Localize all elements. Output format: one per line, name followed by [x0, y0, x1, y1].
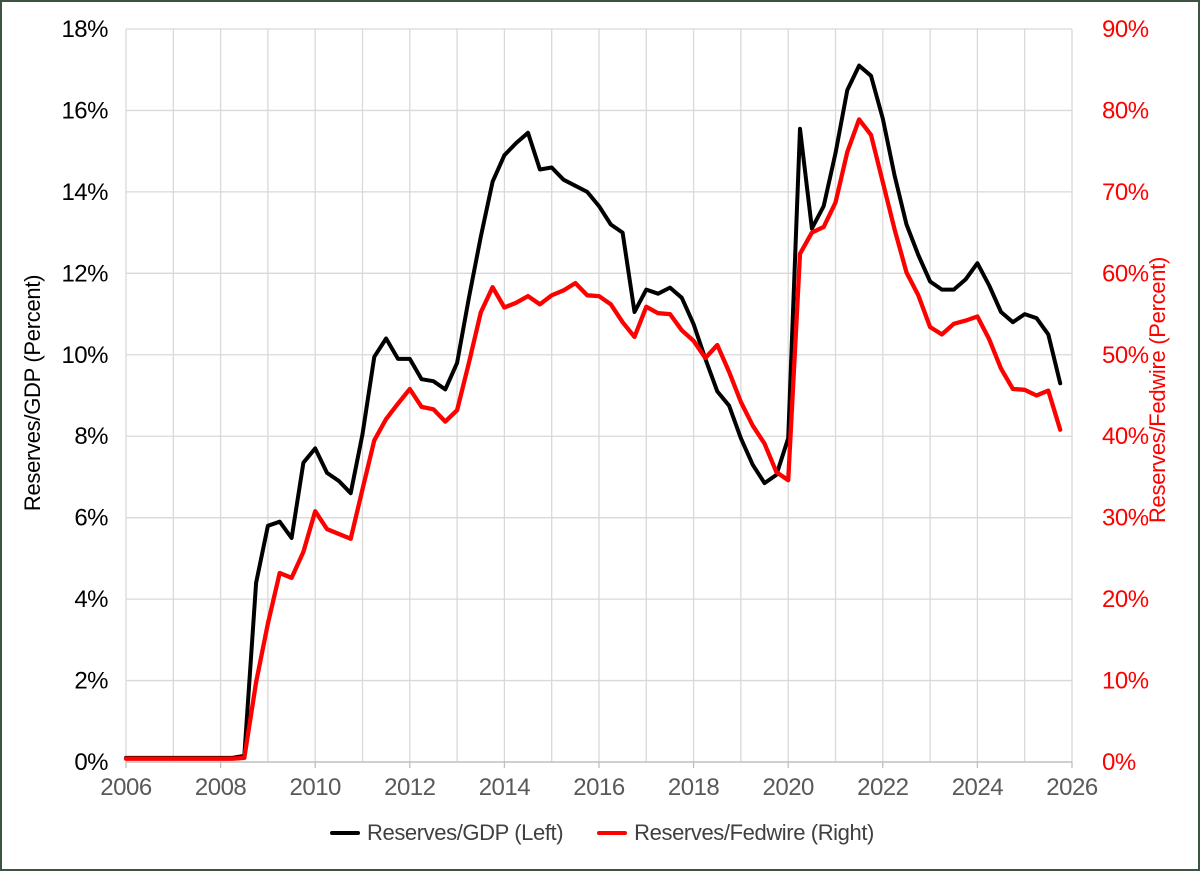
legend-label-reserves-fedwire: Reserves/Fedwire (Right) [634, 820, 874, 845]
y-left-tick-label-2%: 2% [74, 668, 108, 695]
legend-swatch-reserves-gdp [330, 831, 360, 835]
y-left-tick-label-6%: 6% [74, 505, 108, 532]
series-line-reserves-fedwire [123, 117, 1063, 761]
y-right-tick-label-60%: 60% [1102, 260, 1149, 287]
y-left-tick-label-0%: 0% [74, 749, 108, 776]
x-tick-label-2016: 2016 [573, 774, 625, 801]
legend-item-reserves-gdp: Reserves/GDP (Left) [330, 820, 564, 846]
series-line-reserves-gdp [124, 63, 1063, 760]
y-left-tick-label-4%: 4% [74, 586, 108, 613]
x-tick-label-2020: 2020 [763, 774, 815, 801]
y-left-tick-label-18%: 18% [61, 16, 108, 43]
x-tick-label-2006: 2006 [100, 774, 152, 801]
y-right-tick-label-10%: 10% [1102, 668, 1149, 695]
x-tick-label-2014: 2014 [479, 774, 531, 801]
y-right-tick-label-50%: 50% [1102, 342, 1149, 369]
y-right-tick-label-90%: 90% [1102, 16, 1149, 43]
y-left-tick-label-12%: 12% [61, 260, 108, 287]
y-left-tick-label-16%: 16% [61, 97, 108, 124]
gridlines [125, 28, 1073, 762]
legend-swatch-reserves-fedwire [597, 831, 628, 835]
tick-labels: 2006 2008 2010 2012 2014 2016 2018 2020 2022 2024… [61, 16, 1149, 801]
y-left-tick-label-10%: 10% [61, 342, 108, 369]
x-tick-label-2026: 2026 [1046, 774, 1098, 801]
y-right-tick-label-40%: 40% [1102, 423, 1149, 450]
y-right-tick-label-80%: 80% [1102, 97, 1149, 124]
x-tick-label-2018: 2018 [668, 774, 720, 801]
y-right-tick-label-20%: 20% [1102, 586, 1149, 613]
x-tick-label-2022: 2022 [857, 774, 909, 801]
y-left-tick-label-8%: 8% [74, 423, 108, 450]
y-right-tick-label-0%: 0% [1102, 749, 1136, 776]
right-axis-title: Reserves/Fedwire (Percent) [1145, 257, 1170, 523]
x-tick-label-2024: 2024 [952, 774, 1004, 801]
series-group [123, 63, 1063, 761]
x-tick-label-2008: 2008 [195, 774, 247, 801]
left-axis-title: Reserves/GDP (Percent) [20, 275, 45, 511]
legend-item-reserves-fedwire: Reserves/Fedwire (Right) [597, 820, 874, 846]
y-left-tick-label-14%: 14% [61, 179, 108, 206]
y-right-tick-label-30%: 30% [1102, 505, 1149, 532]
axis-lines [125, 761, 1073, 768]
legend: Reserves/GDP (Left) Reserves/Fedwire (Ri… [2, 816, 1200, 850]
x-tick-label-2010: 2010 [290, 774, 342, 801]
x-tick-label-2012: 2012 [384, 774, 436, 801]
legend-label-reserves-gdp: Reserves/GDP (Left) [367, 820, 564, 845]
y-right-tick-label-70%: 70% [1102, 179, 1149, 206]
